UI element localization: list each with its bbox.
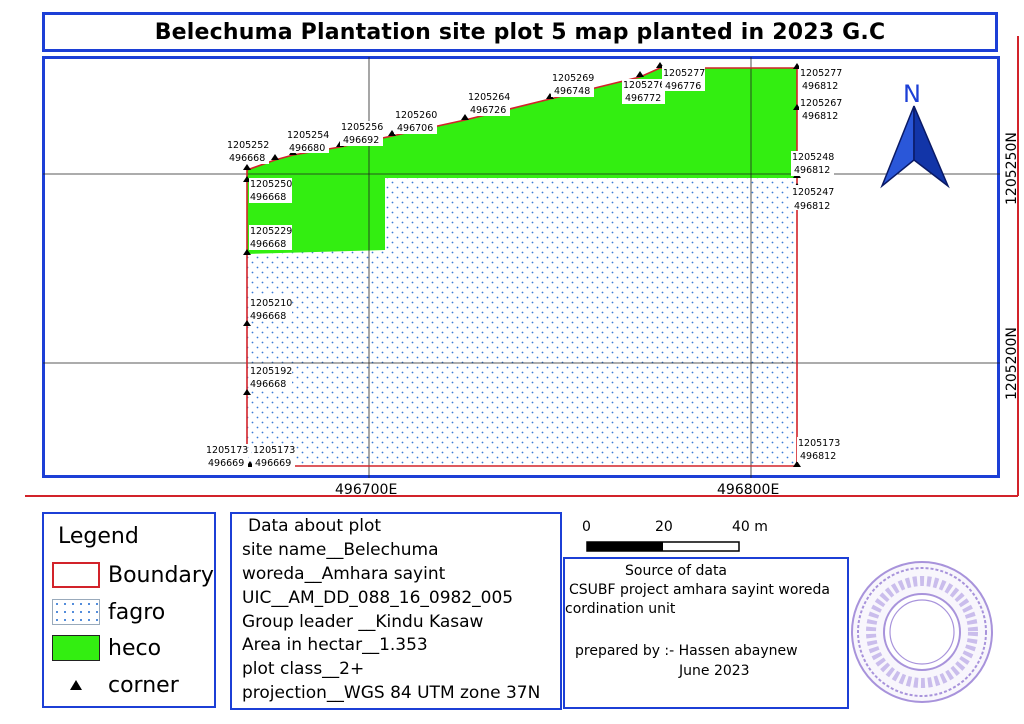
corner-label: 496668 — [250, 239, 286, 250]
corner-label: 496772 — [625, 93, 661, 104]
scale-label: 40 m — [732, 519, 768, 535]
legend-panel: Legend Boundary fagro heco corner — [42, 512, 216, 708]
source-line: CSUBF project amhara sayint woreda — [569, 582, 830, 598]
corner-marker — [388, 130, 396, 136]
source-heading: Source of data — [625, 563, 728, 579]
corner-label: 1205277 — [663, 68, 705, 79]
scale-label: 20 — [655, 519, 673, 535]
plot-data-line: UIC__AM_DD_088_16_0982_005 — [242, 588, 514, 608]
corner-marker — [636, 71, 644, 77]
corner-marker — [243, 164, 251, 170]
boundary-swatch — [52, 562, 100, 588]
corner-label: 1205192 — [250, 366, 292, 377]
corner-label: 1205173 — [206, 445, 248, 456]
legend-item-fagro: fagro — [52, 599, 165, 625]
corner-label: 1205229 — [250, 226, 292, 237]
corner-label: 496669 — [255, 458, 291, 469]
prepared-date: June 2023 — [679, 663, 750, 679]
corner-label: 496812 — [800, 451, 836, 462]
corner-label: 1205252 — [227, 140, 269, 151]
corner-label: 1205248 — [792, 152, 834, 163]
corner-marker — [271, 154, 279, 160]
corner-label: 496812 — [794, 165, 830, 176]
corner-icon — [52, 672, 100, 698]
corner-label: 496812 — [794, 201, 830, 212]
corner-label: 496668 — [250, 311, 286, 322]
grid-label-northing: 1205250N — [1004, 132, 1020, 205]
official-stamp — [851, 561, 993, 703]
plot-data-line: projection__WGS 84 UTM zone 37N — [242, 683, 541, 703]
corner-label: 1205173 — [798, 438, 840, 449]
plot-data-heading: Data about plot — [248, 516, 382, 536]
scale-label: 0 — [582, 519, 591, 535]
plot-data-line: Area in hectar__1.353 — [242, 635, 428, 655]
legend-label: corner — [108, 672, 179, 698]
corner-marker — [243, 389, 251, 395]
corner-label: 1205269 — [552, 73, 594, 84]
corner-label: 1205260 — [395, 110, 437, 121]
corner-marker — [793, 461, 801, 467]
corner-label: 496692 — [343, 135, 379, 146]
corner-label: 496812 — [802, 81, 838, 92]
source-line: cordination unit — [565, 601, 676, 617]
plot-data-line: plot class__2+ — [242, 659, 365, 679]
legend-item-corner: corner — [52, 672, 179, 698]
corner-label: 1205247 — [792, 187, 834, 198]
corner-marker — [243, 249, 251, 255]
legend-title: Legend — [58, 524, 139, 549]
legend-label: Boundary — [108, 562, 214, 588]
plot-data-line: Group leader __Kindu Kasaw — [242, 612, 484, 632]
corner-label: 496706 — [397, 123, 433, 134]
fagro-swatch — [52, 599, 100, 625]
north-arrow-icon: N — [880, 80, 950, 189]
plot-data-panel: Data about plot site name__Belechuma wor… — [230, 512, 562, 710]
corner-label: 1205264 — [468, 92, 510, 103]
legend-item-heco: heco — [52, 635, 161, 661]
heco-area — [247, 68, 797, 254]
corner-label: 496776 — [665, 81, 701, 92]
grid-label-northing: 1205200N — [1004, 327, 1020, 400]
heco-swatch — [52, 635, 100, 661]
source-panel: Source of data CSUBF project amhara sayi… — [563, 557, 849, 709]
corner-label: 496668 — [250, 379, 286, 390]
map-title-box: Belechuma Plantation site plot 5 map pla… — [42, 12, 998, 52]
corner-label: 496668 — [229, 153, 265, 164]
corner-label: 496748 — [554, 86, 590, 97]
corner-label: 1205276 — [623, 80, 665, 91]
corner-label: 1205173 — [253, 445, 295, 456]
corner-label: 1205250 — [250, 179, 292, 190]
corner-label: 496726 — [470, 105, 506, 116]
corner-label: 1205267 — [800, 98, 842, 109]
map-title: Belechuma Plantation site plot 5 map pla… — [154, 19, 886, 45]
corner-label: 496680 — [289, 143, 325, 154]
corner-marker — [243, 320, 251, 326]
corner-labels: 1205252 496668 1205254 496680 1205256 49… — [205, 66, 842, 469]
legend-item-boundary: Boundary — [52, 562, 214, 588]
north-letter: N — [903, 80, 921, 108]
legend-label: heco — [108, 635, 162, 661]
plot-data-line: woreda__Amhara sayint — [242, 564, 446, 584]
corner-label: 1205210 — [250, 298, 292, 309]
grid-label-easting: 496700E — [335, 482, 397, 498]
corner-label: 496668 — [250, 192, 286, 203]
plot-data-line: site name__Belechuma — [242, 540, 439, 560]
prepared-by: prepared by :- Hassen abaynew — [575, 643, 798, 659]
corner-marker — [461, 114, 469, 120]
scale-bar: 0 20 40 m — [582, 519, 768, 552]
grid-label-easting: 496800E — [717, 482, 779, 498]
legend-label: fagro — [108, 599, 166, 625]
corner-label: 1205254 — [287, 130, 329, 141]
corner-label: 1205256 — [341, 122, 383, 133]
corner-label: 496669 — [208, 458, 244, 469]
corner-label: 1205277 — [800, 68, 842, 79]
corner-marker — [546, 93, 554, 99]
corner-label: 496812 — [802, 111, 838, 122]
